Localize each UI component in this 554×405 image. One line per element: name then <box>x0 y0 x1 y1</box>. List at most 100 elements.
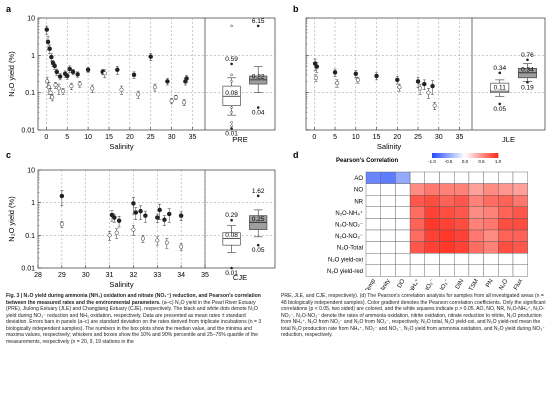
panel-d: d Pearson's Correlation -1.0 -0.5 0.0 0.5 1.0 A… <box>293 150 528 290</box>
heatmap-cell <box>424 183 440 196</box>
heatmap-cell <box>468 241 484 254</box>
heatmap-col-label: TSM <box>468 278 480 290</box>
heatmap-cell <box>454 194 470 207</box>
panel-c: c 10 1 0.1 0.01 N₂O yield (%) 28 29 30 31 32 33 34 35… <box>6 150 276 289</box>
panel-label-b: b <box>293 4 299 14</box>
colorbar-segment <box>453 153 456 158</box>
box-oxidation-max-label: 0.59 <box>225 56 238 63</box>
heatmap-col-label: DIN <box>455 278 465 290</box>
x-tick-label: 15 <box>373 134 381 141</box>
colorbar-segment <box>460 153 462 158</box>
heatmap-cell <box>483 229 499 242</box>
heatmap-cell <box>483 194 499 207</box>
heatmap-row-label: N₂O-NO₃⁻ <box>335 234 363 240</box>
data-point-filled <box>422 81 427 87</box>
heatmap-cell <box>409 229 426 242</box>
x-tick-label: 0 <box>312 134 316 141</box>
heatmap-cell <box>483 241 499 254</box>
x-tick-label: 33 <box>153 272 161 279</box>
colorbar-segment <box>433 153 436 158</box>
data-point-open <box>140 236 146 241</box>
heatmap-cell <box>454 252 470 265</box>
heatmap-col-label: Flux <box>513 278 524 290</box>
heatmap-cell <box>454 241 470 254</box>
data-point-filled <box>395 77 400 83</box>
x-tick-label: 5 <box>333 134 337 141</box>
heatmap-cell <box>380 241 396 254</box>
heatmap-cell <box>409 264 426 277</box>
colorbar-segment <box>448 153 451 158</box>
data-point-filled <box>70 69 76 75</box>
heatmap-col-label: Salinity <box>377 278 392 290</box>
data-point-filled <box>64 73 70 79</box>
heatmap-cell <box>498 206 514 219</box>
heatmap-cell <box>512 218 528 231</box>
data-point-filled <box>49 54 54 60</box>
heatmap-cell <box>395 218 411 231</box>
box-reduction-median-label: 0.25 <box>252 216 265 223</box>
box-oxidation-box <box>490 82 510 93</box>
data-point-filled <box>155 215 160 220</box>
heatmap-cell <box>498 241 514 254</box>
caption-left-body: (a–c) N₂O yield in the Pearl River Estua… <box>6 299 262 345</box>
panel-a: a 10 1 0.1 0.01 N₂O yield (%) 0 5 10 15 20 25 30 35 Sa… <box>6 4 276 151</box>
data-point-open <box>432 103 437 108</box>
data-point-open <box>397 85 402 90</box>
data-point-filled <box>54 69 60 75</box>
box-reduction-min-label: 0.04 <box>252 110 265 117</box>
heatmap-cell <box>380 183 396 196</box>
plot-frame <box>305 17 546 131</box>
heatmap-cell <box>395 241 411 254</box>
x-tick-label: 30 <box>168 134 176 141</box>
heatmap-cell <box>365 264 381 277</box>
x-tick-label: 10 <box>352 134 360 141</box>
heatmap-cell <box>395 183 411 196</box>
data-point-open <box>61 89 66 94</box>
box-reduction-min-label: 0.19 <box>521 84 534 91</box>
data-point-open <box>179 244 184 249</box>
colorbar-segment <box>489 153 492 158</box>
box-reduction-max-point <box>526 58 529 62</box>
heatmap-cell <box>512 252 528 265</box>
colorbar-segment <box>451 153 454 158</box>
panel-b: b 0 5 10 15 20 25 30 35 Salinity JLE 0.34 0.11 0.05 0.… <box>293 4 546 151</box>
heatmap-cell <box>498 252 514 265</box>
data-point-open <box>426 90 431 95</box>
heatmap-cell <box>454 183 470 196</box>
heatmap-row-label: AO <box>354 176 363 182</box>
heatmap-cell <box>483 264 499 277</box>
box-group-label: PRE <box>232 135 247 144</box>
y-tick-label: 10 <box>27 16 35 23</box>
box-oxidation-max-label: 0.34 <box>493 65 506 72</box>
data-point-filled <box>165 79 170 84</box>
data-point-filled <box>44 27 50 32</box>
colorbar-segment <box>488 153 491 158</box>
heatmap-col-label: N₂O <box>499 278 510 290</box>
colorbar-segment <box>484 153 487 158</box>
heatmap-cell <box>380 171 396 184</box>
caption-left-column: Fig. 3 | N₂O yield during ammonia (NH₃) … <box>6 293 268 345</box>
heatmap-cell <box>468 264 484 277</box>
heatmap-cell <box>409 194 426 207</box>
x-tick-label: 32 <box>130 272 138 279</box>
y-axis-label: N₂O yield (%) <box>7 51 16 97</box>
colorbar-segment <box>465 153 467 158</box>
box-reduction-max-label: 0.76 <box>521 52 534 59</box>
data-point-open <box>136 92 141 97</box>
heatmap-col-label: NO₂⁻ <box>423 278 435 290</box>
data-point-open <box>53 82 58 88</box>
x-axis-label: Salinity <box>109 280 133 289</box>
box-oxidation-min-label: 0.05 <box>493 106 506 113</box>
heatmap-cell <box>483 183 499 196</box>
heatmap-cell <box>512 241 528 254</box>
heatmap-cell <box>409 241 426 254</box>
data-point-open <box>69 84 74 89</box>
heatmap-cell <box>380 194 396 207</box>
data-point-filled <box>131 201 136 206</box>
heatmap-cell <box>468 206 484 219</box>
heatmap-cell <box>512 229 528 242</box>
x-tick-label: 30 <box>82 272 90 279</box>
data-point-open <box>152 85 157 90</box>
data-point-open <box>107 233 112 238</box>
